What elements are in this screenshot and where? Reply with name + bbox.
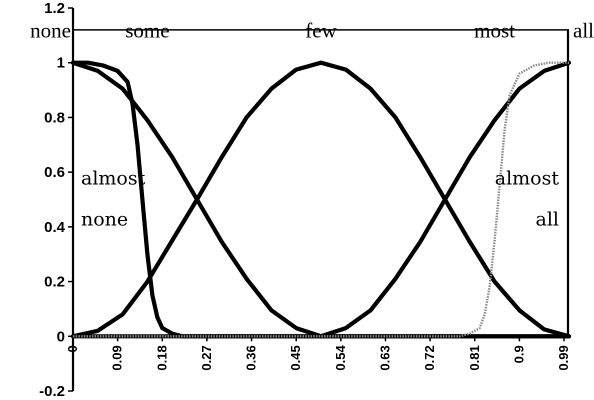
annotations: almost none almost all <box>81 168 559 231</box>
x-tick-label: 0.81 <box>467 345 482 370</box>
series-line-most <box>70 60 572 339</box>
y-tick-label: 0.2 <box>44 274 65 291</box>
y-tick-label: 0.6 <box>44 164 65 181</box>
top-label: some <box>125 18 169 42</box>
series-line-almost-none <box>70 60 572 339</box>
series-line-few <box>70 60 572 339</box>
annotation-label: all <box>536 209 559 231</box>
y-tick-label: -0.2 <box>39 383 65 400</box>
x-tick-label: 0.36 <box>244 345 259 370</box>
y-tick-label: 0.8 <box>44 109 65 126</box>
annotation-label: almost <box>495 168 560 190</box>
series-line-some <box>70 60 572 339</box>
y-tick-label: 1 <box>57 55 65 72</box>
top-label: none <box>30 18 71 42</box>
y-tick-label: 0.4 <box>44 219 66 236</box>
x-axis-ticks: 0 0.09 0.18 0.27 0.36 0.45 0.54 0.63 0.72 0.81 0.9… <box>65 336 571 371</box>
top-labels: none some few most all <box>30 18 594 42</box>
series-line-almost-all <box>73 61 569 338</box>
y-tick-label: 0 <box>57 328 65 345</box>
top-label: all <box>573 18 594 42</box>
x-tick-label: 0.9 <box>511 345 526 363</box>
y-axis-ticks: -0.2 0 0.2 0.4 0.6 0.8 1 1.2 <box>39 0 73 400</box>
x-tick-label: 0.27 <box>199 345 214 370</box>
annotation-label: none <box>81 209 128 231</box>
x-tick-label: 0.72 <box>422 345 437 370</box>
x-tick-label: 0.45 <box>288 345 303 370</box>
x-tick-label: 0.18 <box>154 345 169 370</box>
annotation-label: almost <box>81 168 146 190</box>
series-layer <box>70 60 572 339</box>
x-tick-label: 0.99 <box>556 345 571 370</box>
plot-frame <box>71 8 570 391</box>
y-tick-label: 1.2 <box>44 0 65 17</box>
x-tick-label: 0 <box>65 345 80 352</box>
x-tick-label: 0.63 <box>377 345 392 370</box>
top-label: most <box>474 18 515 42</box>
x-tick-label: 0.09 <box>110 345 125 370</box>
top-label: few <box>305 18 337 42</box>
x-tick-label: 0.54 <box>333 345 348 371</box>
